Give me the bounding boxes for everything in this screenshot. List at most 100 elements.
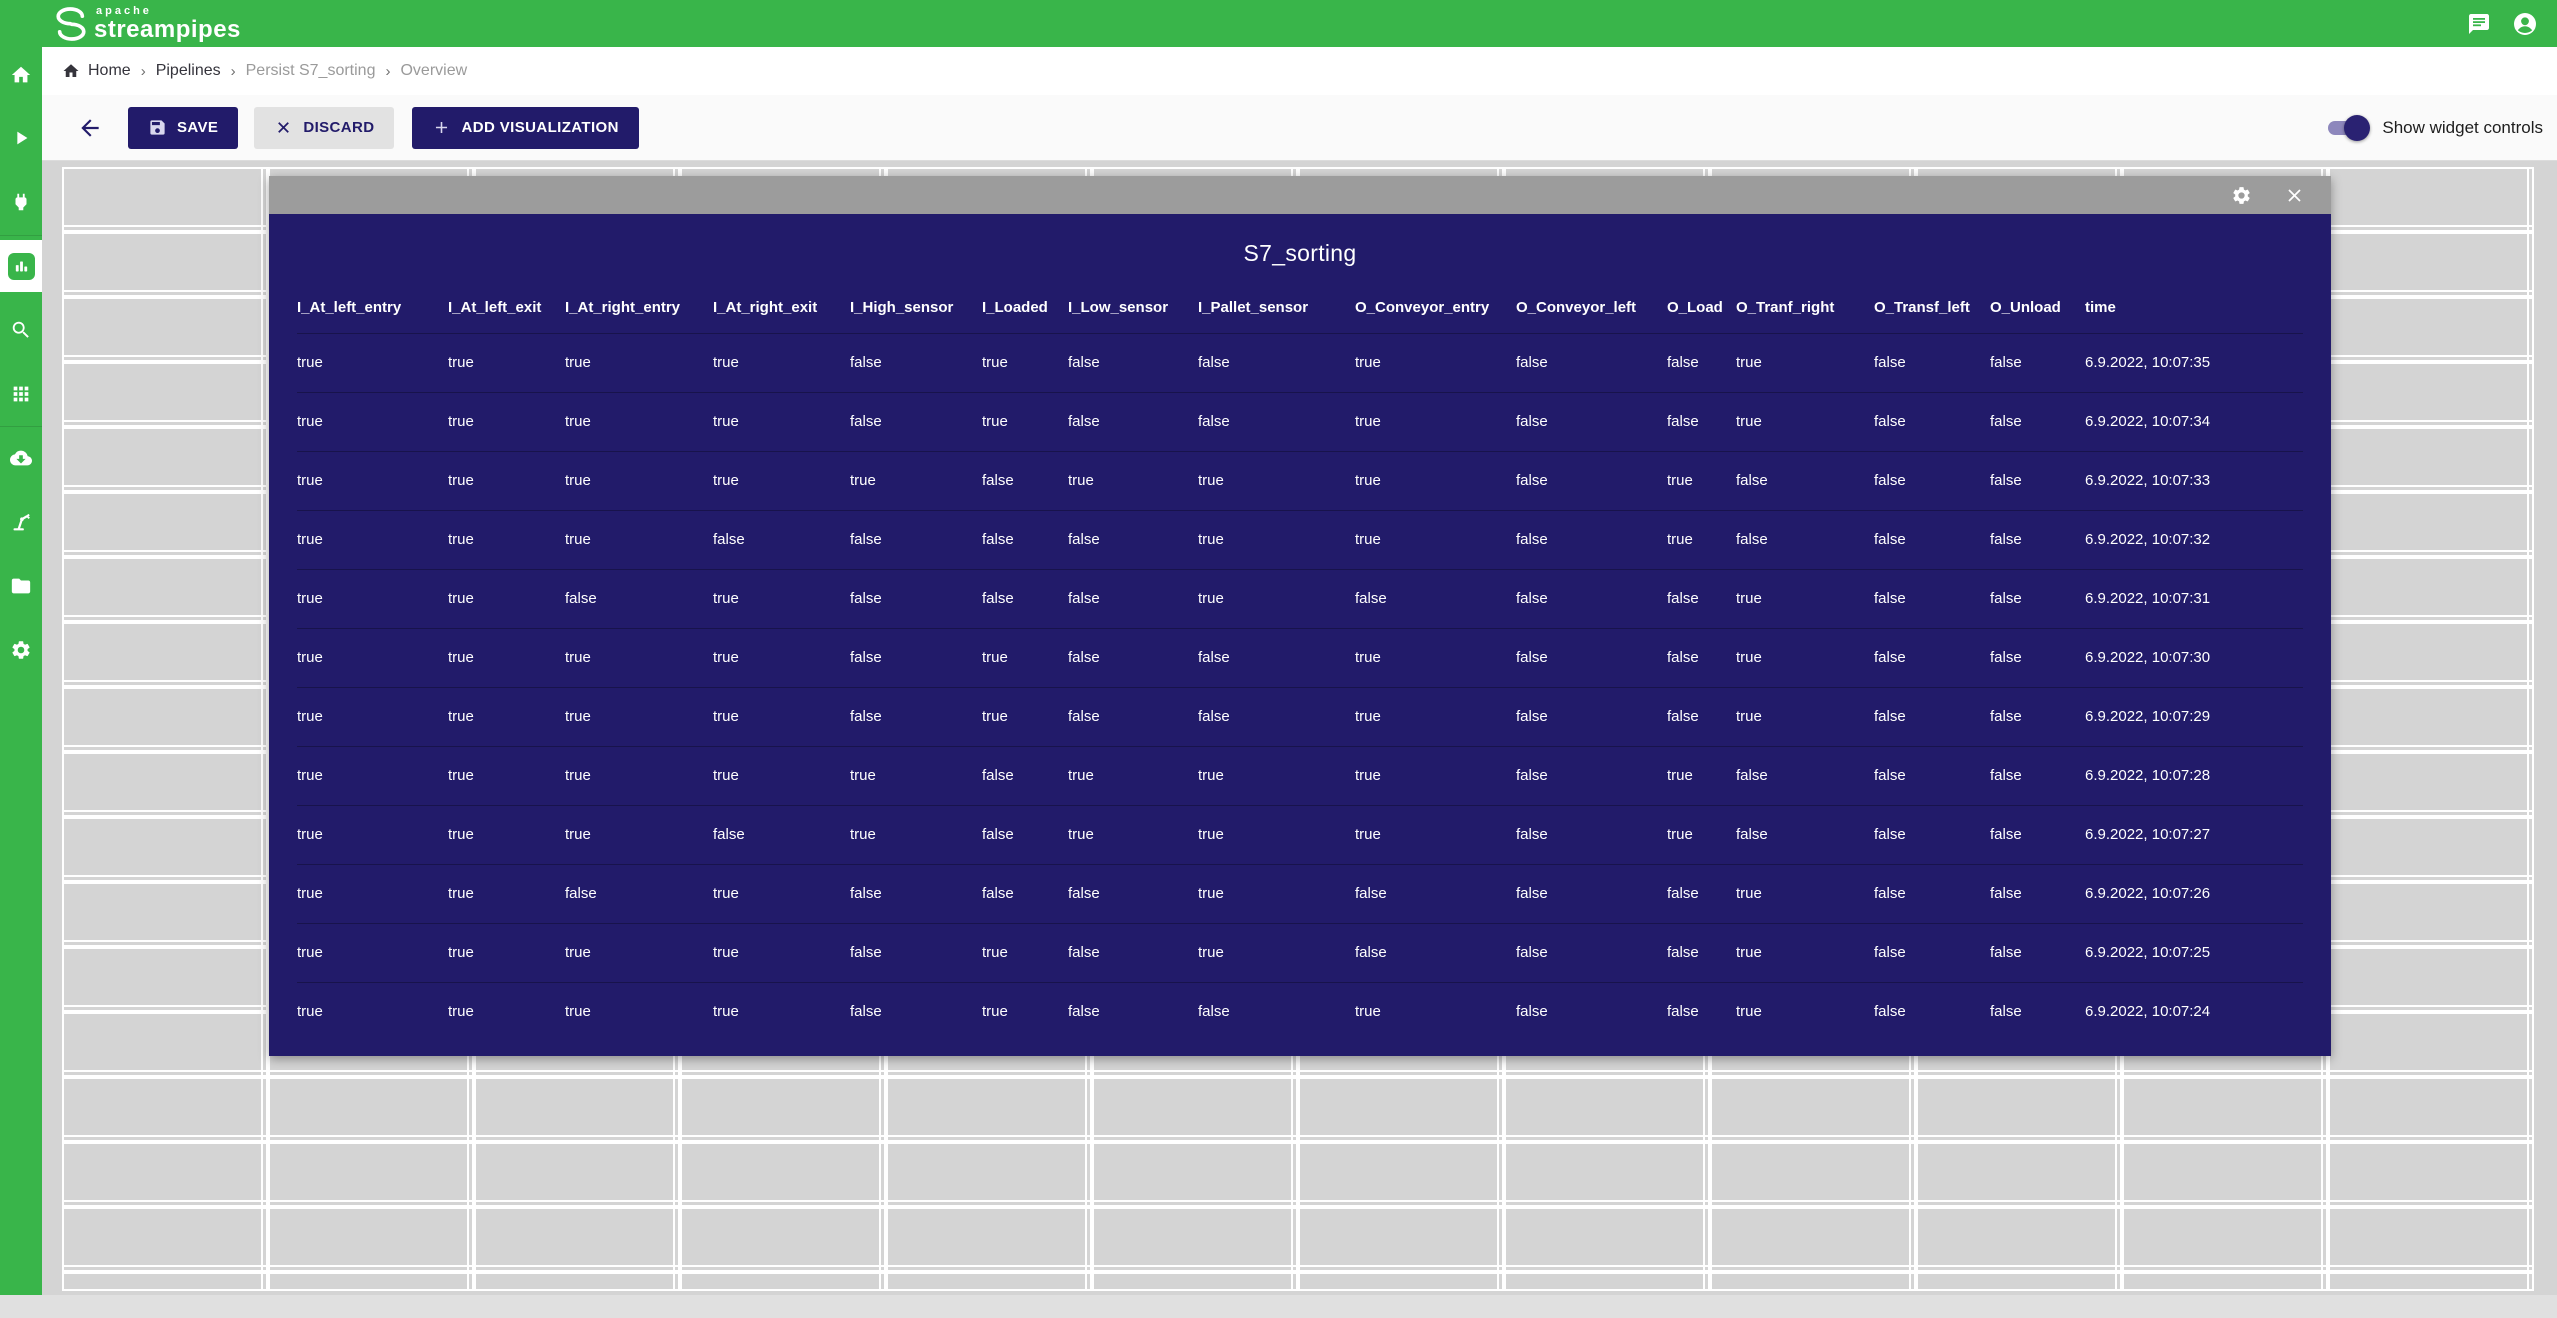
table-cell: true bbox=[1736, 391, 1874, 451]
sidebar-item-connect[interactable] bbox=[0, 176, 42, 228]
sidebar-item-dashboard[interactable] bbox=[0, 240, 42, 292]
table-cell: true bbox=[713, 745, 850, 805]
table-cell: false bbox=[1068, 863, 1198, 923]
table-cell: false bbox=[1874, 745, 1990, 805]
play-icon bbox=[17, 131, 28, 145]
table-cell: true bbox=[713, 627, 850, 687]
table-cell: true bbox=[1198, 450, 1355, 510]
discard-button[interactable]: DISCARD bbox=[254, 106, 395, 149]
table-cell: false bbox=[1990, 804, 2085, 864]
column-header: O_Transf_left bbox=[1874, 299, 1970, 317]
table-cell: false bbox=[982, 863, 1068, 923]
plus-icon bbox=[436, 121, 448, 134]
table-cell: false bbox=[1736, 450, 1874, 510]
table-cell: true bbox=[297, 922, 448, 982]
sidebar-item-apps[interactable] bbox=[0, 368, 42, 420]
back-button[interactable] bbox=[70, 108, 110, 148]
table-row: true true true false true false true true true fa… bbox=[297, 804, 2303, 864]
cloud-download-icon bbox=[10, 450, 32, 466]
toggle-thumb bbox=[2344, 114, 2371, 141]
widget-settings-icon[interactable] bbox=[2231, 185, 2252, 206]
table-cell: false bbox=[1990, 981, 2085, 1041]
table-cell: true bbox=[565, 686, 713, 746]
table-cell: true bbox=[1667, 450, 1736, 510]
table-cell: true bbox=[1355, 391, 1516, 451]
table-cell: 6.9.2022, 10:07:27 bbox=[2085, 804, 2303, 864]
table-cell: 6.9.2022, 10:07:29 bbox=[2085, 686, 2303, 746]
column-header: O_Load bbox=[1667, 299, 1723, 317]
table-cell: false bbox=[1874, 981, 1990, 1041]
widget-drag-header[interactable] bbox=[269, 176, 2331, 214]
table-cell: true bbox=[1198, 745, 1355, 805]
table-cell: false bbox=[1516, 332, 1667, 392]
table-cell: false bbox=[850, 332, 982, 392]
sidebar-item-install-elements[interactable] bbox=[0, 432, 42, 484]
table-cell: true bbox=[297, 450, 448, 510]
table-cell: true bbox=[1736, 981, 1874, 1041]
table-cell: false bbox=[1516, 450, 1667, 510]
table-cell: false bbox=[1874, 686, 1990, 746]
column-header: I_At_left_exit bbox=[448, 299, 542, 317]
messages-icon[interactable] bbox=[2467, 12, 2491, 36]
column-header: time bbox=[2085, 299, 2116, 317]
breadcrumb: Home › Pipelines › Persist S7_sorting › … bbox=[42, 47, 2557, 95]
column-header: O_Tranf_right bbox=[1736, 299, 1835, 317]
show-widget-controls-toggle[interactable] bbox=[2328, 114, 2371, 141]
sidebar-item-data-explorer[interactable] bbox=[0, 304, 42, 356]
table-cell: true bbox=[448, 450, 565, 510]
plug-icon bbox=[15, 193, 27, 211]
table-cell: false bbox=[1667, 391, 1736, 451]
table-cell: 6.9.2022, 10:07:24 bbox=[2085, 981, 2303, 1041]
table-cell: true bbox=[713, 332, 850, 392]
breadcrumb-item-home[interactable]: Home bbox=[88, 62, 131, 79]
table-cell: false bbox=[982, 745, 1068, 805]
table-cell: true bbox=[565, 332, 713, 392]
table-cell: true bbox=[1198, 509, 1355, 569]
sidebar-item-pipeline-element-editor[interactable] bbox=[0, 496, 42, 548]
sidebar-item-settings[interactable] bbox=[0, 624, 42, 676]
table-cell: 6.9.2022, 10:07:33 bbox=[2085, 450, 2303, 510]
breadcrumb-item-pipelines[interactable]: Pipelines bbox=[155, 62, 221, 79]
table-cell: true bbox=[565, 627, 713, 687]
sidebar-item-pipelines[interactable] bbox=[0, 112, 42, 164]
table-cell: false bbox=[1516, 568, 1667, 628]
account-icon[interactable] bbox=[2513, 12, 2537, 36]
table-cell: true bbox=[713, 686, 850, 746]
table-cell: true bbox=[1355, 686, 1516, 746]
add-visualization-button[interactable]: ADD VISUALIZATION bbox=[412, 106, 639, 149]
table-cell: false bbox=[850, 922, 982, 982]
table-cell: false bbox=[1516, 509, 1667, 569]
editor-toolbar: SAVE DISCARD ADD VISUALIZATION Show widg… bbox=[42, 95, 2557, 161]
table-cell: true bbox=[982, 627, 1068, 687]
table-cell: false bbox=[1516, 863, 1667, 923]
footer-strip bbox=[0, 1295, 2557, 1318]
table-cell: true bbox=[448, 922, 565, 982]
save-button[interactable]: SAVE bbox=[128, 106, 239, 149]
arrow-back-icon bbox=[81, 118, 99, 137]
table-cell: 6.9.2022, 10:07:25 bbox=[2085, 922, 2303, 982]
table-cell: false bbox=[1990, 686, 2085, 746]
logo-apache-text: apache bbox=[96, 4, 152, 17]
table-cell: true bbox=[1355, 509, 1516, 569]
table-cell: false bbox=[1068, 509, 1198, 569]
sidebar-item-home[interactable] bbox=[0, 49, 42, 101]
sidebar-item-files[interactable] bbox=[0, 560, 42, 612]
table-cell: false bbox=[1874, 863, 1990, 923]
widget-close-icon[interactable] bbox=[2284, 185, 2305, 206]
table-cell: 6.9.2022, 10:07:31 bbox=[2085, 568, 2303, 628]
top-app-bar: apache streampipes bbox=[0, 0, 2557, 47]
widget-table: I_At_left_entry I_At_left_exit I_At_right_… bbox=[297, 283, 2303, 1041]
table-cell: true bbox=[297, 627, 448, 687]
table-row: true true false true false false false true fals… bbox=[297, 863, 2303, 923]
sidebar-divider bbox=[0, 426, 42, 427]
column-header: I_At_right_entry bbox=[565, 299, 681, 317]
breadcrumb-separator: › bbox=[140, 62, 146, 80]
table-cell: true bbox=[565, 922, 713, 982]
table-cell: false bbox=[1068, 981, 1198, 1041]
table-cell: true bbox=[297, 332, 448, 392]
table-cell: true bbox=[1198, 804, 1355, 864]
table-cell: false bbox=[1516, 804, 1667, 864]
robot-arm-icon bbox=[13, 513, 30, 531]
table-cell: true bbox=[297, 804, 448, 864]
table-cell: false bbox=[850, 863, 982, 923]
